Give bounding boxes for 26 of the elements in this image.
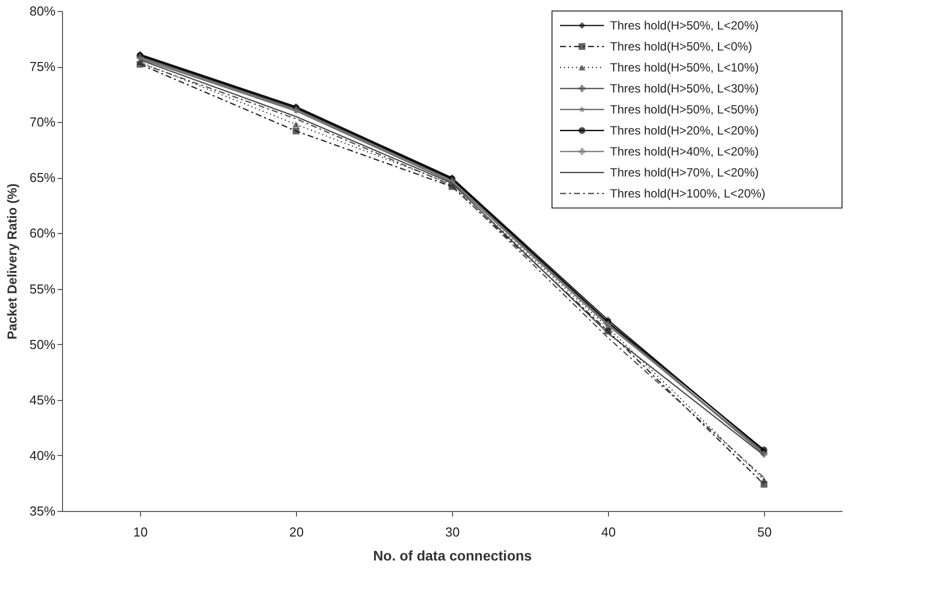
legend-label: Thres hold(H>50%, L<30%) [610, 82, 759, 96]
x-tick-label: 40 [601, 524, 616, 540]
legend-label: Thres hold(H>100%, L<20%) [610, 186, 766, 200]
legend-label: Thres hold(H>40%, L<20%) [610, 144, 759, 158]
y-tick-label: 80% [29, 4, 56, 18]
x-tick-label: 10 [133, 524, 148, 540]
y-tick-label: 60% [29, 226, 56, 241]
y-tick-label: 40% [29, 448, 56, 463]
x-tick-label: 30 [445, 524, 460, 540]
legend-label: Thres hold(H>50%, L<50%) [610, 102, 759, 116]
y-tick-label: 70% [29, 114, 56, 130]
legend-label: Thres hold(H>50%, L<0%) [610, 40, 752, 54]
y-tick-label: 45% [29, 392, 56, 408]
x-tick-label: 50 [757, 524, 772, 540]
legend-label: Thres hold(H>70%, L<20%) [610, 166, 759, 180]
y-axis-title: Packet Delivery Ratio (%) [4, 183, 20, 340]
x-tick-label: 20 [289, 524, 304, 540]
y-tick-label: 55% [29, 281, 56, 296]
legend-label: Thres hold(H>50%, L<20%) [610, 18, 759, 32]
legend-label: Thres hold(H>50%, L<10%) [610, 60, 759, 74]
y-tick-label: 75% [29, 59, 56, 74]
y-tick-label: 65% [29, 170, 56, 186]
legend-label: Thres hold(H>20%, L<20%) [610, 124, 759, 138]
x-axis-title: No. of data connections [373, 548, 532, 564]
y-tick-label: 50% [29, 336, 56, 352]
y-tick-label: 35% [29, 504, 56, 518]
